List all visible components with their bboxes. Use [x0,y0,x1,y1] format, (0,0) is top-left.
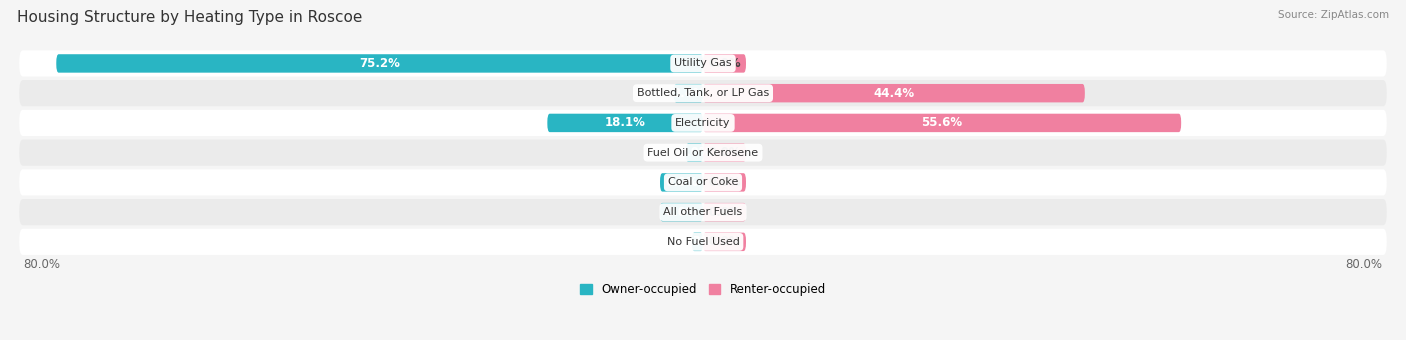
Text: 2.0%: 2.0% [678,146,710,159]
Legend: Owner-occupied, Renter-occupied: Owner-occupied, Renter-occupied [575,278,831,301]
Text: 0.0%: 0.0% [709,57,741,70]
FancyBboxPatch shape [20,110,1386,136]
Text: Utility Gas: Utility Gas [675,58,731,68]
FancyBboxPatch shape [20,229,1386,255]
Text: 3.4%: 3.4% [672,87,704,100]
FancyBboxPatch shape [703,114,1181,132]
Text: 0.0%: 0.0% [665,206,697,219]
FancyBboxPatch shape [703,54,747,73]
FancyBboxPatch shape [703,143,747,162]
FancyBboxPatch shape [703,173,747,192]
Text: Housing Structure by Heating Type in Roscoe: Housing Structure by Heating Type in Ros… [17,10,363,25]
FancyBboxPatch shape [673,84,703,102]
FancyBboxPatch shape [659,173,703,192]
FancyBboxPatch shape [20,169,1386,195]
FancyBboxPatch shape [659,203,703,221]
Text: 18.1%: 18.1% [605,116,645,130]
Text: 0.0%: 0.0% [709,206,741,219]
Text: 75.2%: 75.2% [359,57,401,70]
FancyBboxPatch shape [20,80,1386,106]
Text: 0.0%: 0.0% [709,235,741,248]
FancyBboxPatch shape [692,233,703,251]
FancyBboxPatch shape [20,139,1386,166]
Text: Source: ZipAtlas.com: Source: ZipAtlas.com [1278,10,1389,20]
Text: 0.0%: 0.0% [709,176,741,189]
Text: All other Fuels: All other Fuels [664,207,742,217]
Text: 44.4%: 44.4% [873,87,914,100]
Text: Bottled, Tank, or LP Gas: Bottled, Tank, or LP Gas [637,88,769,98]
FancyBboxPatch shape [20,199,1386,225]
Text: 0.0%: 0.0% [709,146,741,159]
Text: 1.3%: 1.3% [681,235,714,248]
Text: 0.0%: 0.0% [665,176,697,189]
Text: Fuel Oil or Kerosene: Fuel Oil or Kerosene [647,148,759,158]
FancyBboxPatch shape [703,84,1085,102]
FancyBboxPatch shape [686,143,703,162]
Text: No Fuel Used: No Fuel Used [666,237,740,247]
Text: 80.0%: 80.0% [1346,258,1382,271]
Text: Coal or Coke: Coal or Coke [668,177,738,187]
FancyBboxPatch shape [547,114,703,132]
Text: 55.6%: 55.6% [921,116,963,130]
Text: 80.0%: 80.0% [24,258,60,271]
FancyBboxPatch shape [56,54,703,73]
FancyBboxPatch shape [20,50,1386,76]
FancyBboxPatch shape [703,233,747,251]
Text: Electricity: Electricity [675,118,731,128]
FancyBboxPatch shape [703,203,747,221]
